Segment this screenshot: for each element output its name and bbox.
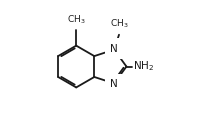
Text: N: N — [110, 79, 118, 89]
Text: N: N — [110, 44, 118, 54]
Text: CH$_3$: CH$_3$ — [110, 18, 129, 30]
Circle shape — [111, 80, 117, 87]
Text: NH$_2$: NH$_2$ — [133, 60, 155, 73]
Circle shape — [111, 46, 117, 53]
Text: CH$_3$: CH$_3$ — [67, 14, 86, 26]
